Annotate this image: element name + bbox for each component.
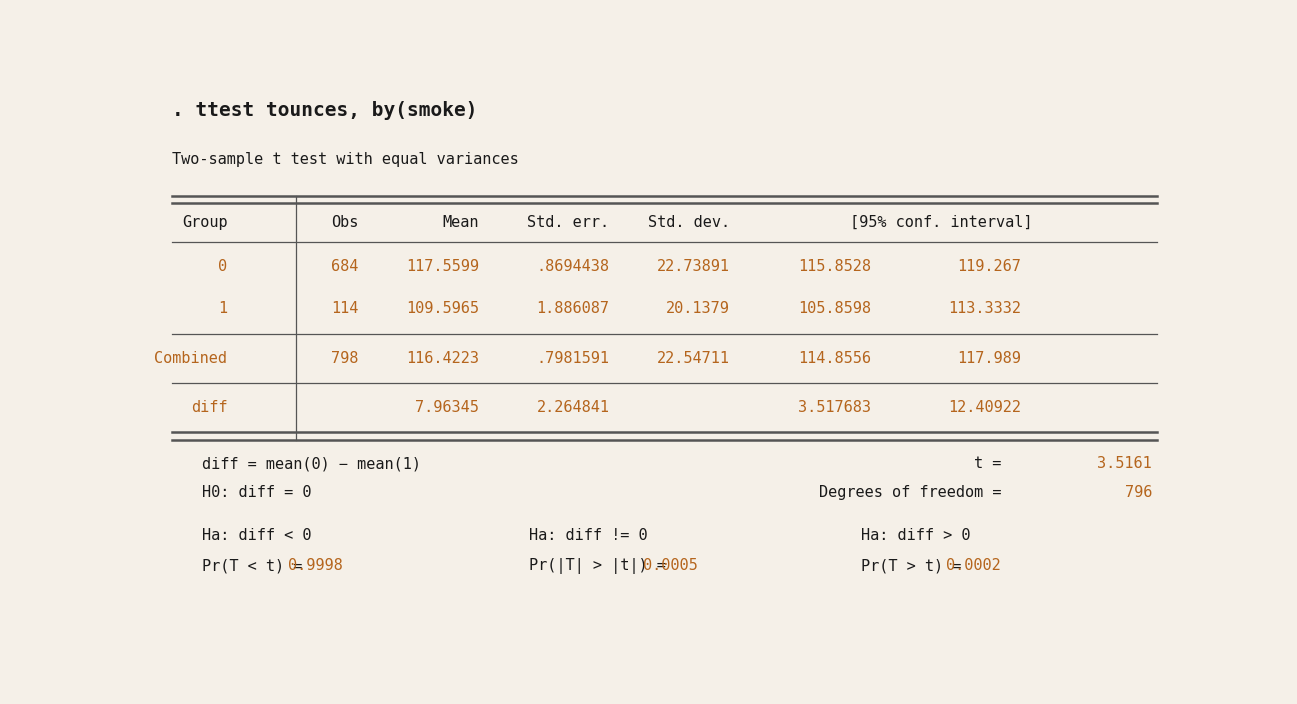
- Text: 114: 114: [331, 301, 358, 317]
- Text: 119.267: 119.267: [957, 259, 1022, 274]
- Text: Degrees of freedom =: Degrees of freedom =: [818, 484, 1001, 500]
- Text: 1.886087: 1.886087: [537, 301, 610, 317]
- Text: H0: diff = 0: H0: diff = 0: [202, 484, 311, 500]
- Text: 1: 1: [218, 301, 227, 317]
- Text: Two-sample t test with equal variances: Two-sample t test with equal variances: [173, 152, 519, 168]
- Text: 117.5599: 117.5599: [406, 259, 479, 274]
- Text: t =: t =: [974, 456, 1001, 472]
- Text: 109.5965: 109.5965: [406, 301, 479, 317]
- Text: 22.54711: 22.54711: [658, 351, 730, 366]
- Text: 20.1379: 20.1379: [667, 301, 730, 317]
- Text: [95% conf. interval]: [95% conf. interval]: [850, 215, 1032, 230]
- Text: 22.73891: 22.73891: [658, 259, 730, 274]
- Text: . ttest tounces, by(smoke): . ttest tounces, by(smoke): [173, 101, 477, 120]
- Text: 3.517683: 3.517683: [798, 400, 870, 415]
- Text: diff = mean(0) − mean(1): diff = mean(0) − mean(1): [202, 456, 422, 472]
- Text: Pr(|T| > |t|) =: Pr(|T| > |t|) =: [529, 558, 674, 574]
- Text: 684: 684: [331, 259, 358, 274]
- Text: 7.96345: 7.96345: [415, 400, 479, 415]
- Text: 105.8598: 105.8598: [798, 301, 870, 317]
- Text: 0.0002: 0.0002: [947, 558, 1001, 573]
- Text: .7981591: .7981591: [537, 351, 610, 366]
- Text: Ha: diff > 0: Ha: diff > 0: [861, 528, 970, 543]
- Text: Std. dev.: Std. dev.: [648, 215, 730, 230]
- Text: Ha: diff != 0: Ha: diff != 0: [529, 528, 647, 543]
- Text: diff: diff: [191, 400, 227, 415]
- Text: .8694438: .8694438: [537, 259, 610, 274]
- Text: Mean: Mean: [442, 215, 479, 230]
- Text: 2.264841: 2.264841: [537, 400, 610, 415]
- Text: 12.40922: 12.40922: [948, 400, 1022, 415]
- Text: 798: 798: [331, 351, 358, 366]
- Text: 113.3332: 113.3332: [948, 301, 1022, 317]
- Text: 116.4223: 116.4223: [406, 351, 479, 366]
- Text: 0.9998: 0.9998: [288, 558, 342, 573]
- Text: 0.0005: 0.0005: [643, 558, 698, 573]
- Text: 115.8528: 115.8528: [798, 259, 870, 274]
- Text: Pr(T > t) =: Pr(T > t) =: [861, 558, 970, 573]
- Text: Std. err.: Std. err.: [528, 215, 610, 230]
- Text: 114.8556: 114.8556: [798, 351, 870, 366]
- Text: 796: 796: [1124, 484, 1152, 500]
- Text: 0: 0: [218, 259, 227, 274]
- Text: Obs: Obs: [331, 215, 358, 230]
- Text: Ha: diff < 0: Ha: diff < 0: [202, 528, 311, 543]
- Text: 3.5161: 3.5161: [1097, 456, 1152, 472]
- Text: Combined: Combined: [154, 351, 227, 366]
- Text: 117.989: 117.989: [957, 351, 1022, 366]
- Text: Pr(T < t) =: Pr(T < t) =: [202, 558, 311, 573]
- Text: Group: Group: [182, 215, 227, 230]
